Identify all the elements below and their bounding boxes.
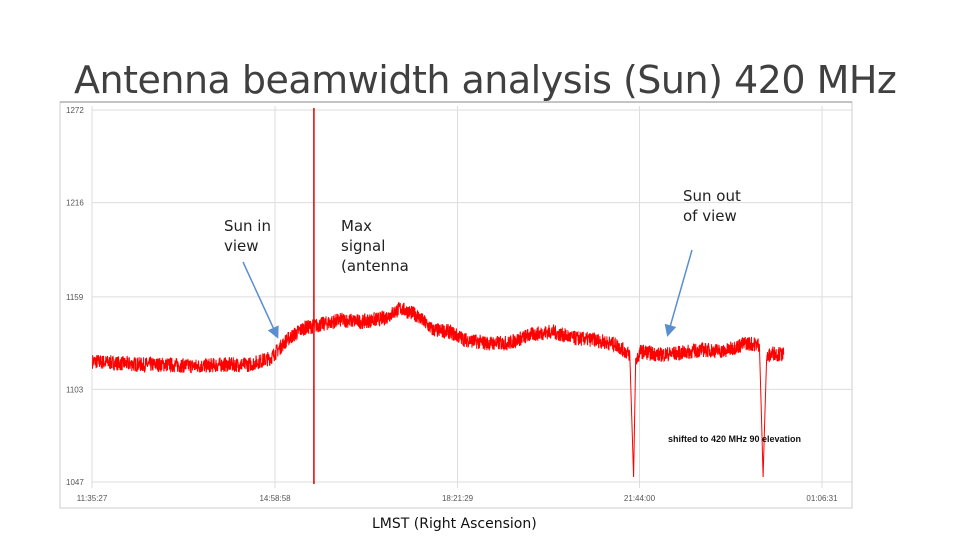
- x-tick-label: 11:35:27: [77, 494, 108, 503]
- sun-out-of-view-arrow: [664, 249, 693, 337]
- annotation-sun-out-of-view: Sun out of view: [683, 187, 741, 225]
- slide-title: Antenna beamwidth analysis (Sun) 420 MHz: [74, 58, 897, 102]
- signal-series-line: [92, 301, 785, 478]
- y-tick-label: 1103: [66, 385, 84, 394]
- annotation-sun-in-view: Sun in view: [224, 217, 271, 255]
- y-tick-labels: 1272 1216 1159 1103 1047: [66, 106, 84, 487]
- x-tick-label: 01:06:31: [806, 494, 838, 503]
- x-tick-label: 18:21:29: [442, 494, 474, 503]
- plot-frame: [59, 101, 853, 509]
- x-tick-label: 14:58:58: [259, 494, 291, 503]
- sun-in-view-arrow: [242, 261, 279, 339]
- x-axis-label: LMST (Right Ascension): [372, 516, 537, 532]
- y-tick-label: 1272: [66, 106, 84, 115]
- annotation-max-signal: Max signal (antenna: [341, 217, 409, 275]
- x-tick-label: 21:44:00: [624, 494, 656, 503]
- x-tick-labels: 11:35:27 14:58:58 18:21:29 21:44:00 01:06:31: [77, 494, 838, 503]
- shift-note: shifted to 420 MHz 90 elevation: [668, 434, 801, 444]
- grid-lines: [91, 106, 852, 488]
- y-tick-label: 1216: [66, 199, 84, 208]
- y-tick-label: 1047: [66, 478, 84, 487]
- y-tick-label: 1159: [66, 293, 84, 302]
